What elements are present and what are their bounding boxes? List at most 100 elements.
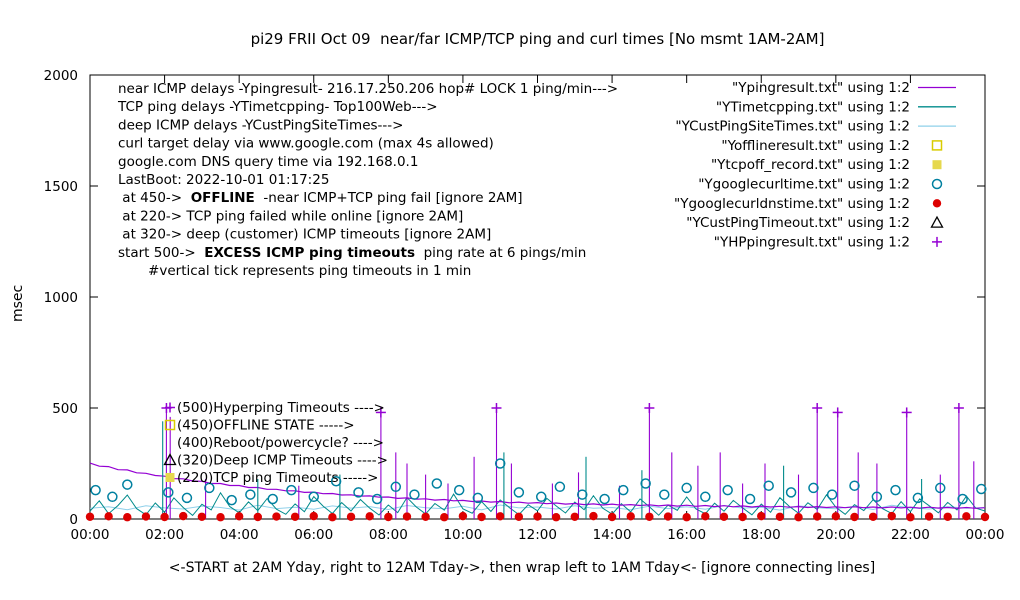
point-Ygooglecurltime — [353, 487, 364, 498]
point-Ygooglecurltime — [472, 492, 484, 504]
point-Ygooglecurldnstime — [775, 512, 785, 521]
annotation-info-line: at 220-> TCP ping failed while online [i… — [118, 208, 463, 224]
point-Ygooglecurltime — [390, 481, 402, 493]
x-tick-label: 00:00 — [966, 527, 1005, 543]
x-tick-label: 12:00 — [518, 527, 557, 543]
point-Ygooglecurldnstime — [384, 512, 393, 522]
point-Ygooglecurltime — [957, 493, 968, 505]
point-Ygooglecurltime — [659, 489, 670, 500]
point-Ygooglecurltime — [935, 482, 946, 494]
point-Ygooglecurltime — [226, 494, 237, 506]
y-tick-label: 500 — [52, 401, 78, 417]
y-tick-label: 0 — [69, 512, 78, 528]
legend-sample-square-fill — [932, 160, 942, 170]
annotation-info-line: LastBoot: 2022-10-01 01:17:25 — [118, 172, 329, 188]
point-Ygooglecurltime — [535, 491, 547, 503]
point-Ygooglecurldnstime — [290, 512, 300, 521]
level-label: (450)OFFLINE STATE -----> — [177, 418, 355, 434]
legend-sample-circle-fill — [932, 199, 942, 208]
y-tick-label: 1000 — [44, 290, 78, 306]
point-Ygooglecurltime — [700, 491, 711, 503]
y-tick-label: 2000 — [44, 68, 78, 84]
point-Ygooglecurldnstime — [719, 512, 729, 521]
point-Ygooglecurltime — [453, 484, 465, 496]
annotation-info-line: curl target delay via www.google.com (ma… — [118, 136, 494, 152]
point-Ygooglecurldnstime — [272, 512, 281, 521]
legend-label: "YTimetcpping.txt" using 1:2 — [716, 99, 910, 115]
point-Ygooglecurltime — [808, 482, 819, 494]
point-Ygooglecurldnstime — [496, 512, 505, 521]
annotation-info-line: near ICMP delays -Ypingresult- 216.17.25… — [118, 81, 618, 97]
point-Ygooglecurldnstime — [197, 512, 207, 521]
point-Ygooglecurltime — [267, 493, 278, 505]
point-Ygooglecurldnstime — [868, 512, 878, 521]
point-Ygooglecurldnstime — [309, 511, 318, 521]
point-Ygooglecurldnstime — [887, 511, 896, 521]
point-Ygooglecurltime — [599, 493, 610, 505]
level-marker-square-fill — [165, 473, 175, 482]
legend-label: "YHPpingresult.txt" using 1:2 — [714, 234, 910, 250]
point-Ygooglecurltime — [849, 480, 860, 491]
point-Ygooglecurldnstime — [421, 512, 430, 521]
level-label: (400)Reboot/powercycle? ----> — [177, 435, 384, 451]
point-Ygooglecurldnstime — [906, 513, 915, 522]
point-Ygooglecurltime — [204, 482, 215, 494]
point-Ygooglecurldnstime — [533, 512, 542, 521]
point-Ygooglecurltime — [681, 482, 692, 494]
x-tick-label: 20:00 — [816, 527, 855, 543]
point-Ygooglecurldnstime — [123, 513, 132, 522]
x-tick-label: 02:00 — [145, 527, 184, 543]
x-tick-label: 16:00 — [667, 527, 706, 543]
point-Ygooglecurltime — [640, 478, 651, 489]
point-Ygooglecurldnstime — [346, 512, 356, 521]
point-Ygooglecurldnstime — [141, 512, 151, 521]
point-Ygooglecurldnstime — [962, 512, 971, 521]
point-Ygooglecurldnstime — [645, 512, 654, 521]
legend-sample-square-open — [931, 140, 943, 151]
point-Ygooglecurltime — [181, 492, 193, 504]
point-Ygooglecurldnstime — [85, 512, 95, 521]
point-Ygooglecurltime — [554, 481, 566, 493]
point-Ygooglecurldnstime — [477, 512, 486, 522]
point-Ygooglecurldnstime — [570, 512, 579, 521]
point-Ygooglecurltime — [122, 479, 133, 490]
legend-label: "YCustPingSiteTimes.txt" using 1:2 — [675, 119, 910, 135]
point-Ygooglecurldnstime — [812, 512, 822, 521]
point-Ygooglecurltime — [976, 483, 987, 495]
legend-label: "Ygooglecurltime.txt" using 1:2 — [698, 177, 910, 193]
y-tick-label: 1500 — [44, 179, 78, 195]
legend-label: "Ytcpoff_record.txt" using 1:2 — [711, 157, 910, 173]
point-Ygooglecurldnstime — [701, 512, 710, 521]
chart-title: pi29 FRII Oct 09 near/far ICMP/TCP ping … — [250, 30, 825, 48]
x-tick-label: 06:00 — [294, 527, 333, 543]
legend-sample-triangle-open — [930, 215, 944, 228]
point-Ygooglecurldnstime — [980, 512, 990, 522]
point-Ygooglecurldnstime — [328, 513, 337, 522]
legend-label: "Yofflineresult.txt" using 1:2 — [721, 138, 910, 154]
point-Ygooglecurltime — [618, 484, 629, 496]
point-Ygooglecurldnstime — [943, 512, 952, 521]
legend-label: "Ypingresult.txt" using 1:2 — [732, 80, 910, 96]
point-Ygooglecurldnstime — [850, 512, 859, 522]
point-Ygooglecurldnstime — [738, 512, 747, 522]
point-Ygooglecurltime — [871, 491, 883, 503]
point-Ygooglecurldnstime — [234, 512, 244, 521]
point-Ygooglecurldnstime — [794, 513, 803, 522]
point-Ygooglecurldnstime — [626, 512, 635, 521]
point-Ygooglecurldnstime — [402, 512, 412, 521]
point-Ygooglecurldnstime — [440, 513, 449, 522]
legend-label: "Ygooglecurldnstime.txt" using 1:2 — [674, 196, 910, 212]
point-Ygooglecurltime — [826, 489, 838, 500]
level-marker-triangle-open — [163, 453, 177, 466]
point-Ygooglecurldnstime — [607, 512, 617, 522]
annotation-info-line: #vertical tick represents ping timeouts … — [118, 263, 471, 279]
point-Ygooglecurltime — [90, 484, 101, 496]
annotation-info-line: deep ICMP delays -YCustPingSiteTimes---> — [118, 117, 403, 133]
point-Ygooglecurltime — [722, 484, 733, 496]
point-Ygooglecurldnstime — [831, 512, 841, 521]
point-Ygooglecurldnstime — [589, 511, 598, 521]
point-Ygooglecurltime — [763, 480, 774, 491]
legend-label: "YCustPingTimeout.txt" using 1:2 — [686, 215, 910, 231]
